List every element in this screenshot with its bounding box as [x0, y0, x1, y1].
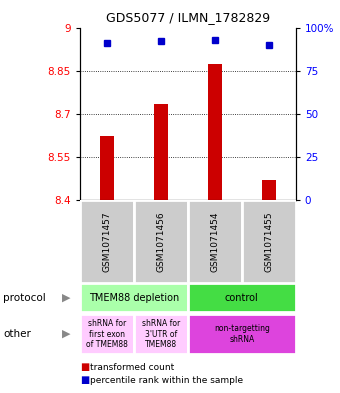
Bar	[80, 283, 188, 312]
Text: non-targetting
shRNA: non-targetting shRNA	[214, 324, 270, 344]
Bar	[262, 180, 275, 200]
Text: ▶: ▶	[62, 329, 71, 339]
Text: ▶: ▶	[62, 293, 71, 303]
Text: control: control	[225, 293, 259, 303]
Text: TMEM88 depletion: TMEM88 depletion	[89, 293, 179, 303]
Title: GDS5077 / ILMN_1782829: GDS5077 / ILMN_1782829	[106, 11, 270, 24]
Bar	[134, 314, 188, 354]
Text: ■: ■	[80, 375, 89, 385]
Bar	[188, 283, 296, 312]
Bar	[242, 200, 296, 283]
Text: GSM1071457: GSM1071457	[102, 211, 112, 272]
Text: protocol: protocol	[3, 293, 46, 303]
Bar	[188, 200, 242, 283]
Text: percentile rank within the sample: percentile rank within the sample	[90, 376, 243, 384]
Text: shRNA for
first exon
of TMEM88: shRNA for first exon of TMEM88	[86, 319, 128, 349]
Text: GSM1071456: GSM1071456	[156, 211, 165, 272]
Text: GSM1071455: GSM1071455	[264, 211, 273, 272]
Bar	[80, 314, 134, 354]
Bar	[134, 200, 188, 283]
Text: ■: ■	[80, 362, 89, 372]
Bar	[80, 200, 134, 283]
Text: other: other	[3, 329, 31, 339]
Text: shRNA for
3'UTR of
TMEM88: shRNA for 3'UTR of TMEM88	[142, 319, 180, 349]
Bar	[188, 314, 296, 354]
Text: GSM1071454: GSM1071454	[210, 211, 219, 272]
Bar	[100, 136, 114, 200]
Bar	[208, 64, 222, 200]
Bar	[154, 104, 168, 200]
Text: transformed count: transformed count	[90, 363, 174, 371]
